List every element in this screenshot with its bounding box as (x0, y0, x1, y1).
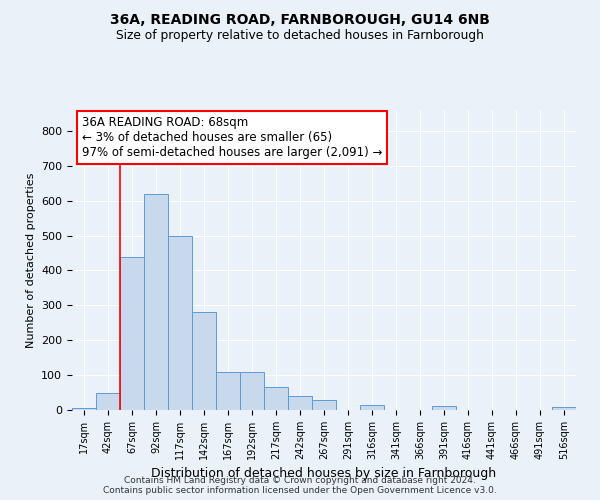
Bar (216, 372, 240, 410)
Bar (144, 194, 168, 410)
Bar (264, 388, 288, 410)
Bar (96, 392, 120, 410)
Text: 36A, READING ROAD, FARNBOROUGH, GU14 6NB: 36A, READING ROAD, FARNBOROUGH, GU14 6NB (110, 12, 490, 26)
X-axis label: Distribution of detached houses by size in Farnborough: Distribution of detached houses by size … (151, 468, 497, 480)
Text: Contains HM Land Registry data © Crown copyright and database right 2024.
Contai: Contains HM Land Registry data © Crown c… (103, 476, 497, 495)
Bar (288, 396, 312, 410)
Text: 36A READING ROAD: 68sqm
← 3% of detached houses are smaller (65)
97% of semi-det: 36A READING ROAD: 68sqm ← 3% of detached… (82, 116, 382, 159)
Bar (360, 405, 384, 410)
Bar (72, 408, 96, 410)
Bar (312, 400, 336, 410)
Bar (240, 372, 264, 410)
Bar (192, 312, 216, 410)
Bar (432, 406, 456, 410)
Bar (552, 407, 576, 410)
Y-axis label: Number of detached properties: Number of detached properties (26, 172, 35, 348)
Bar (120, 256, 144, 410)
Text: Size of property relative to detached houses in Farnborough: Size of property relative to detached ho… (116, 29, 484, 42)
Bar (168, 236, 192, 410)
